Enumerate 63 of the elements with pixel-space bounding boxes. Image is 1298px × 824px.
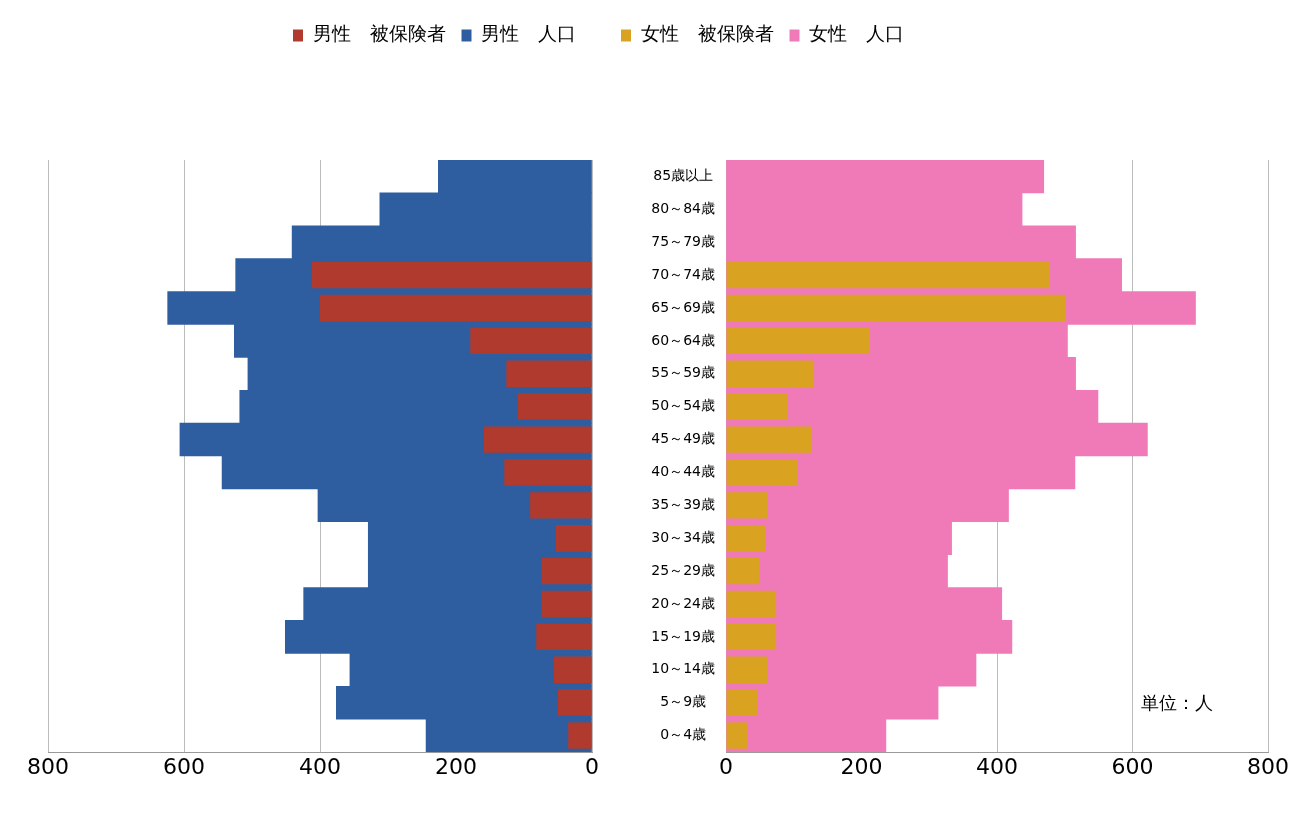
bar	[470, 327, 592, 355]
bar	[311, 261, 592, 289]
annotation: 単位：人	[1141, 691, 1213, 713]
x-tick-label: 800	[1247, 753, 1289, 779]
x-tick-label: 0	[585, 753, 599, 779]
y-tick-label: 15～19歳	[651, 627, 716, 644]
y-tick-label: 75～79歳	[651, 232, 716, 249]
bar	[726, 294, 1066, 322]
x-tick-label: 200	[435, 753, 477, 779]
x-tick-label: 600	[1111, 753, 1154, 779]
bar	[320, 294, 592, 322]
x-tick-label: 600	[163, 753, 205, 779]
y-tick-label: 5～9歳	[660, 693, 707, 710]
y-tick-label: 0～4歳	[660, 726, 707, 743]
bar	[726, 261, 1050, 289]
y-tick-label: 50～54歳	[651, 397, 716, 414]
bar	[506, 360, 592, 387]
x-tick-label: 0	[719, 753, 733, 779]
y-tick-label: 70～74歳	[651, 265, 716, 282]
x-tick-label: 800	[27, 753, 69, 779]
bar	[726, 360, 815, 387]
bar	[568, 722, 592, 749]
bar	[530, 492, 592, 519]
y-tick-label: 80～84歳	[651, 199, 716, 216]
x-tick-label: 200	[840, 753, 883, 779]
y-tick-label: 20～24歳	[651, 594, 716, 611]
bar	[726, 327, 870, 355]
bar	[541, 557, 592, 585]
bar	[726, 722, 748, 749]
bar	[726, 525, 766, 552]
y-tick-label: 65～69歳	[651, 298, 716, 315]
y-tick-label: 45～49歳	[651, 430, 716, 447]
bar	[483, 426, 592, 453]
bar	[726, 426, 813, 453]
legend-label: 女性 人口	[809, 22, 904, 45]
bar	[726, 623, 777, 651]
bar	[726, 590, 777, 618]
bar	[517, 393, 592, 420]
legend-label: 男性 人口	[481, 22, 576, 45]
x-tick-label: 400	[299, 753, 341, 779]
bar	[536, 623, 592, 651]
bar	[541, 590, 592, 618]
y-tick-label: 30～34歳	[651, 528, 716, 545]
bar	[726, 492, 769, 519]
y-tick-label: 85歳以上	[653, 167, 714, 184]
y-tick-label: 25～29歳	[651, 561, 716, 578]
bar	[555, 525, 592, 552]
bar	[558, 689, 592, 716]
y-tick-label: 10～14歳	[651, 660, 716, 677]
legend-label: 女性 被保険者	[640, 22, 774, 45]
y-tick-label: 55～59歳	[651, 364, 716, 381]
bar	[504, 459, 592, 486]
y-tick-label: 60～64歳	[651, 331, 716, 348]
y-tick-label: 40～44歳	[651, 463, 716, 480]
bar	[726, 689, 758, 716]
y-tick-label: 35～39歳	[651, 495, 716, 512]
bar	[553, 656, 592, 683]
bar	[726, 459, 798, 486]
bar	[726, 393, 788, 420]
bar	[726, 656, 769, 683]
legend-label: 男性 被保険者	[312, 22, 446, 45]
bar	[726, 557, 760, 585]
x-tick-label: 400	[976, 753, 1018, 779]
